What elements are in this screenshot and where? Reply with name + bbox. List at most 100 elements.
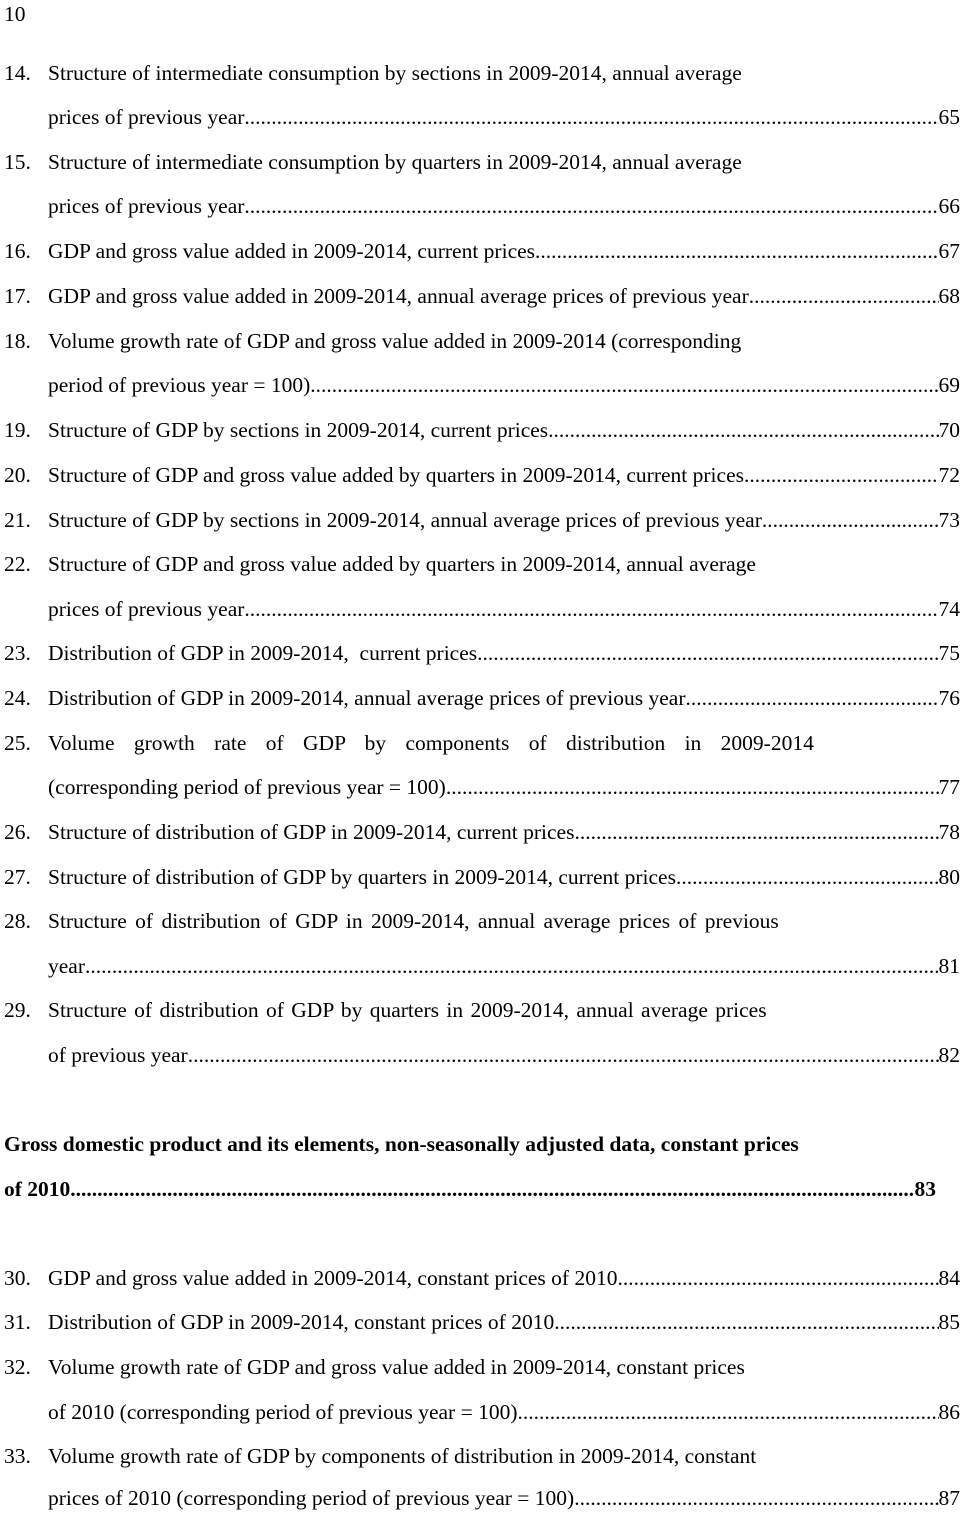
dot-leader [477,637,938,669]
entry-page: 67 [938,239,960,263]
entry-number: 25. [4,731,31,755]
entry-title-line2: prices of previous year [48,194,245,218]
entry-number: 26. [4,820,31,844]
entry-page: 82 [938,1043,960,1067]
toc-entry-14[interactable]: 14. Structure of intermediate consumptio… [0,57,960,89]
entry-title-line1: Structure of intermediate consumption by… [48,61,742,85]
toc-entry-24[interactable]: 24. Distribution of GDP in 2009-2014, an… [0,682,960,714]
toc-entry-32-continuation[interactable]: of 2010 (corresponding period of previou… [0,1396,960,1428]
entry-number: 14. [4,61,31,85]
entry-title-line2: prices of 2010 (corresponding period of … [48,1486,575,1510]
toc-entry-25-continuation[interactable]: (corresponding period of previous year =… [0,771,960,803]
entry-page: 81 [938,954,960,978]
dot-leader [676,861,939,893]
toc-entry-26[interactable]: 26. Structure of distribution of GDP in … [0,816,960,848]
section-page: 83 [914,1177,937,1201]
entry-page: 74 [938,597,960,621]
entry-title-line1: Structure of GDP and gross value added b… [48,552,756,576]
entry-title-line1: Volume growth rate of GDP by components … [48,1444,757,1468]
dot-leader [310,369,938,401]
toc-entry-27[interactable]: 27. Structure of distribution of GDP by … [0,861,960,893]
toc-entry-23[interactable]: 23. Distribution of GDP in 2009-2014, cu… [0,637,960,669]
toc-entry-33-continuation[interactable]: prices of 2010 (corresponding period of … [0,1482,960,1514]
toc-entry-17[interactable]: 17. GDP and gross value added in 2009-20… [0,280,960,312]
entry-page: 70 [938,418,960,442]
entry-title-line1: Volume growth rate of GDP and gross valu… [48,1355,745,1379]
toc-entry-32[interactable]: 32. Volume growth rate of GDP and gross … [0,1351,960,1383]
entry-title: Distribution of GDP in 2009-2014, annual… [48,686,686,710]
entry-number: 18. [4,329,31,353]
entry-number: 27. [4,865,31,889]
toc-entry-20[interactable]: 20. Structure of GDP and gross value add… [0,459,960,491]
entry-number: 28. [4,909,31,933]
entry-page: 73 [938,508,960,532]
toc-entry-33[interactable]: 33. Volume growth rate of GDP by compone… [0,1440,960,1472]
toc-entry-18-continuation[interactable]: period of previous year = 100) 69 [0,369,960,401]
entry-page: 72 [938,463,960,487]
entry-number: 15. [4,150,31,174]
entry-number: 29. [4,998,31,1022]
section-heading[interactable]: Gross domestic product and its elements,… [0,1128,960,1160]
entry-page: 66 [938,194,960,218]
entry-title: Structure of GDP and gross value added b… [48,463,744,487]
toc-entry-16[interactable]: 16. GDP and gross value added in 2009-20… [0,235,960,267]
dot-leader [535,235,938,267]
toc-entry-28-continuation[interactable]: year 81 [0,950,960,982]
toc-entry-22-continuation[interactable]: prices of previous year 74 [0,593,960,625]
entry-number: 21. [4,508,31,532]
section-heading-continuation[interactable]: of 2010 83 [0,1173,960,1205]
section-heading-line1: Gross domestic product and its elements,… [4,1132,799,1156]
toc-entry-25[interactable]: 25. Volume growth rate of GDP by compone… [0,727,960,759]
entry-number: 22. [4,552,31,576]
dot-leader [762,504,939,536]
entry-number: 33. [4,1444,31,1468]
entry-page: 84 [938,1266,960,1290]
entry-title-line2: period of previous year = 100) [48,373,311,397]
entry-title: Structure of distribution of GDP by quar… [48,865,676,889]
dot-leader [446,771,939,803]
section-heading-line2: of 2010 [4,1177,71,1201]
toc-entry-19[interactable]: 19. Structure of GDP by sections in 2009… [0,414,960,446]
entry-title-line1: Structure of intermediate consumption by… [48,150,742,174]
toc-entry-31[interactable]: 31. Distribution of GDP in 2009-2014, co… [0,1306,960,1338]
dot-leader [85,950,939,982]
dot-leader [554,1306,938,1338]
toc-entry-28[interactable]: 28. Structure of distribution of GDP in … [0,905,960,937]
toc-entry-18[interactable]: 18. Volume growth rate of GDP and gross … [0,325,960,357]
dot-leader [574,816,938,848]
dot-leader [70,1173,914,1205]
dot-leader [685,682,938,714]
dot-leader [188,1039,939,1071]
entry-page: 80 [938,865,960,889]
dot-leader [744,459,939,491]
entry-page: 77 [938,775,960,799]
entry-title-line1: Volume growth rate of GDP by components … [48,731,814,755]
entry-title: GDP and gross value added in 2009-2014, … [48,1266,618,1290]
entry-number: 24. [4,686,31,710]
entry-title-line2: (corresponding period of previous year =… [48,775,446,799]
page-number: 10 [4,2,26,26]
toc-entry-14-continuation[interactable]: prices of previous year 65 [0,101,960,133]
dot-leader [244,593,938,625]
toc-entry-29-continuation[interactable]: of previous year 82 [0,1039,960,1071]
dot-leader [617,1262,938,1294]
toc-entry-29[interactable]: 29. Structure of distribution of GDP by … [0,994,960,1026]
toc-entry-22[interactable]: 22. Structure of GDP and gross value add… [0,548,960,580]
entry-number: 17. [4,284,31,308]
toc-entry-30[interactable]: 30. GDP and gross value added in 2009-20… [0,1262,960,1294]
entry-number: 30. [4,1266,31,1290]
entry-number: 20. [4,463,31,487]
toc-entry-15-continuation[interactable]: prices of previous year 66 [0,190,960,222]
toc-entry-15[interactable]: 15. Structure of intermediate consumptio… [0,146,960,178]
entry-number: 23. [4,641,31,665]
dot-leader [244,190,938,222]
entry-page: 78 [938,820,960,844]
entry-page: 69 [938,373,960,397]
entry-title-line2: prices of previous year [48,597,245,621]
entry-title-line1: Volume growth rate of GDP and gross valu… [48,329,742,353]
dot-leader [244,101,938,133]
entry-page: 75 [938,641,960,665]
toc-entry-21[interactable]: 21. Structure of GDP by sections in 2009… [0,504,960,536]
entry-page: 87 [938,1486,960,1510]
dot-leader [548,414,938,446]
